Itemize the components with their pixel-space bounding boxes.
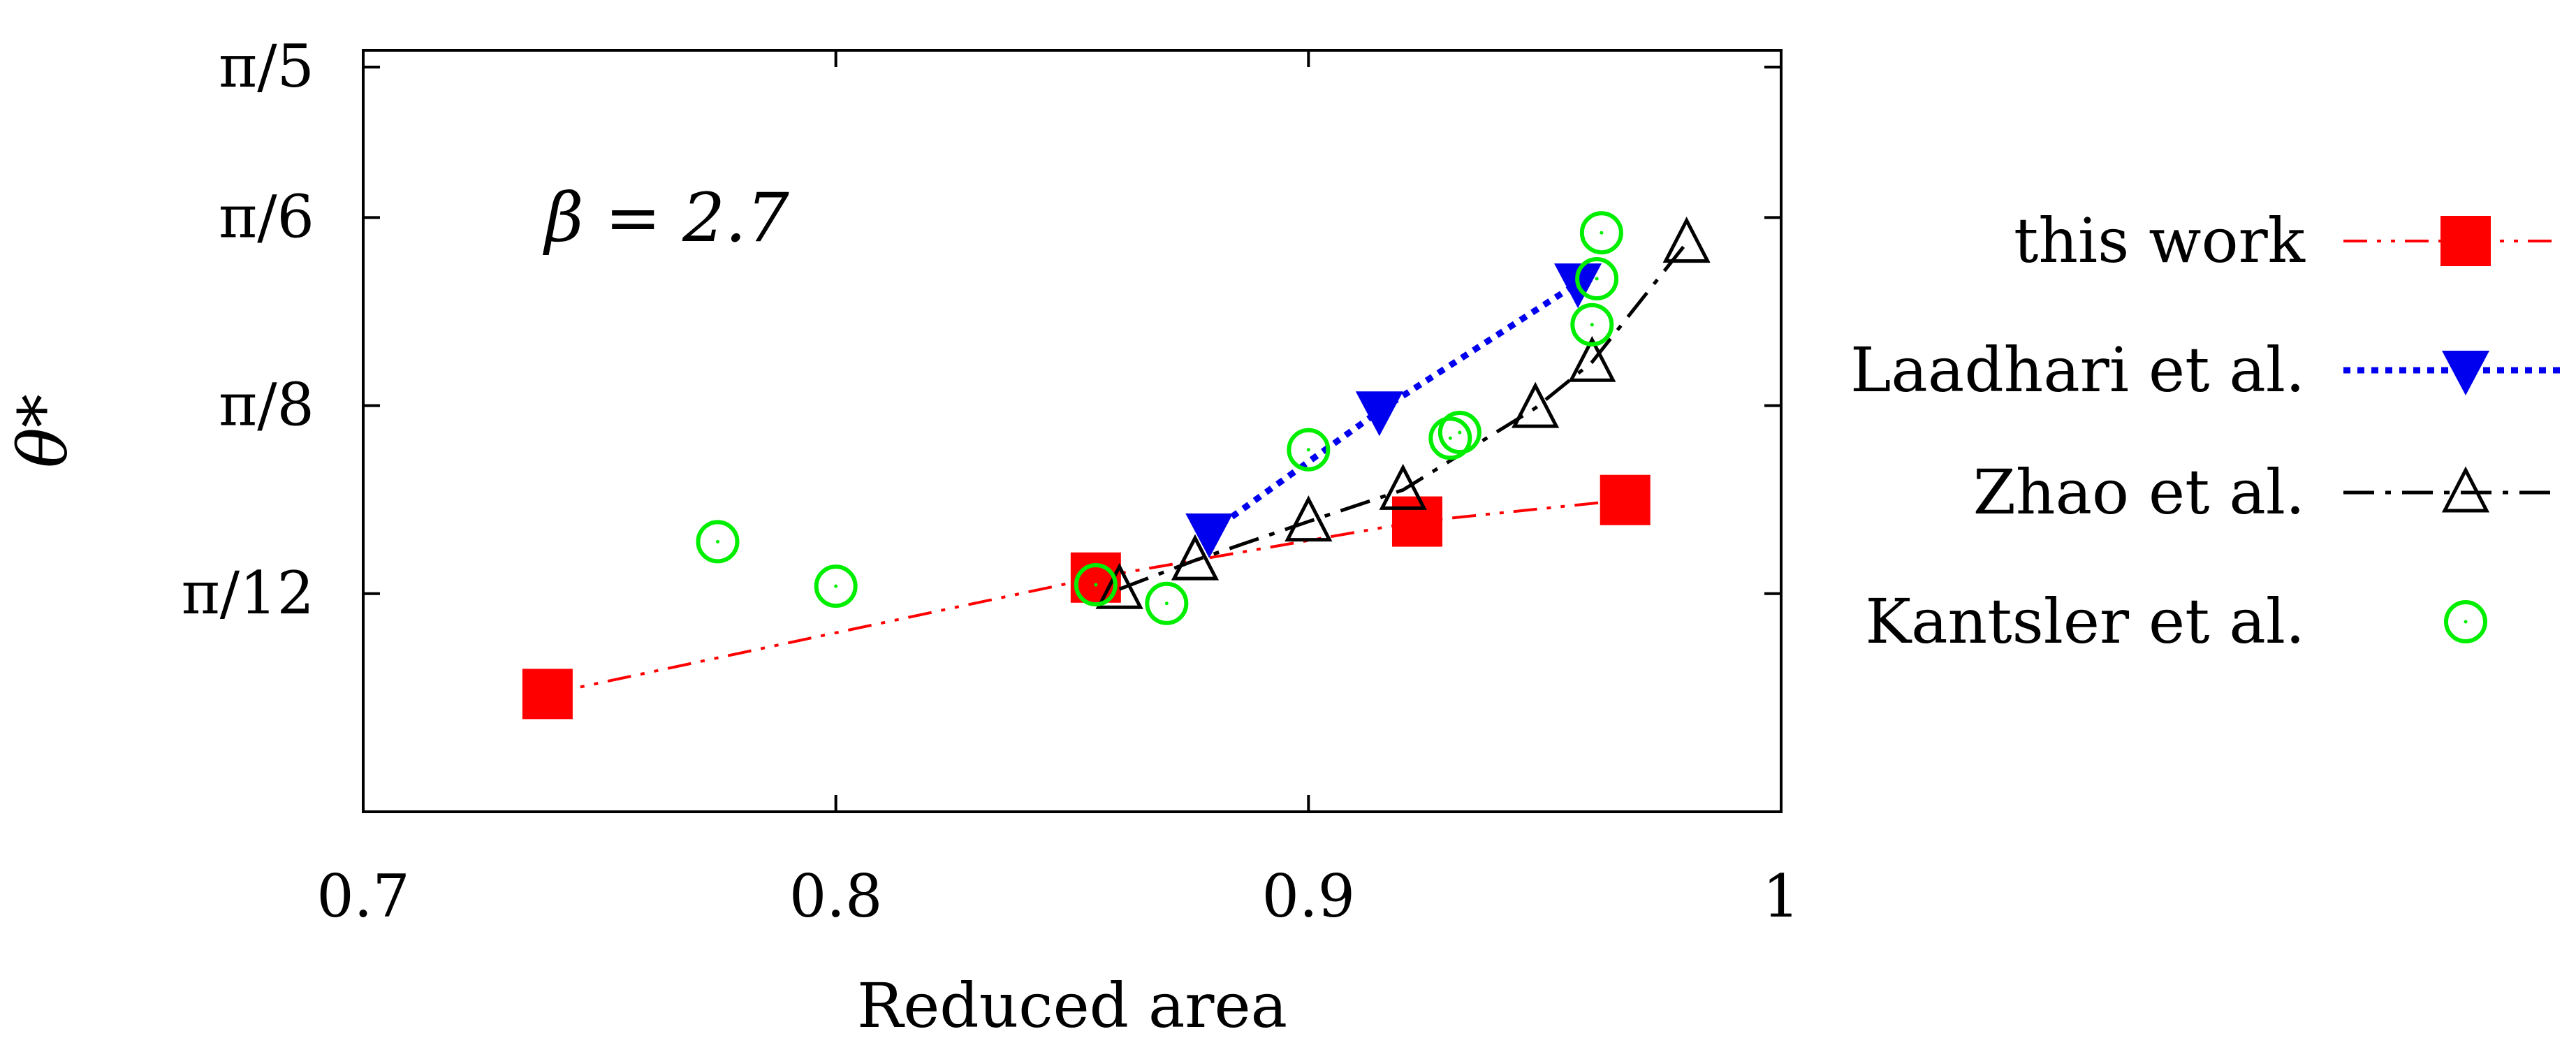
data-point [1575,257,1619,300]
tick-labels: 0.7 0.8 0.9 1 π/12 π/8 π/6 π/5 [182,32,1800,931]
data-point [1568,335,1616,382]
data-point [1570,302,1614,347]
legend-label: Laadhari et al. [1850,334,2305,406]
beta-annotation: β = 2.7 [543,179,789,257]
series-kantsler-et-al [696,211,1623,625]
legend-entry: Kantsler et al. [1865,585,2487,657]
y-tick-label: π/12 [182,559,314,627]
data-point-center [716,539,719,544]
x-tick-label: 0.9 [1262,862,1356,931]
data-point [1391,496,1442,547]
data-point [1171,534,1220,581]
data-point [1600,474,1651,525]
x-tick-label: 1 [1762,862,1799,931]
data-point [1428,416,1472,460]
data-point [1074,563,1118,607]
data-point-center [1094,583,1098,587]
data-point [1185,513,1234,559]
data-point-center [1458,430,1462,435]
data-point-center [1600,231,1604,235]
data-point [696,520,740,564]
legend-marker [2442,351,2489,395]
legend-marker [2440,216,2491,266]
legend-marker-center [2464,620,2468,624]
x-tick-label: 0.8 [789,862,883,931]
data-point [1379,463,1427,510]
data-point [1095,562,1143,609]
series-line [1118,242,1688,591]
series-laadhari-et-al [1185,263,1602,559]
legend-label: this work [2014,205,2306,277]
data-point [522,669,573,720]
data-point [1285,495,1333,542]
legend: this work Laadhari et al. Zhao et al. Kants… [1850,205,2560,657]
x-tick-label: 0.7 [316,862,410,931]
data-point-center [1595,277,1599,281]
data-point-center [1164,601,1169,606]
y-tick-label: π/5 [219,32,314,101]
x-axis-title: Reduced area [857,970,1287,1042]
data-point-center [1448,436,1452,440]
legend-label: Kantsler et al. [1865,585,2305,657]
legend-marker [2441,466,2490,513]
legend-entry: Zhao et al. [1973,456,2560,528]
series-line [1207,280,1580,536]
data-point [1437,411,1481,455]
legend-label: Zhao et al. [1973,456,2305,528]
data-point [814,564,858,608]
data-point [1662,217,1711,263]
series-line [547,498,1625,696]
plot-frame [362,49,1783,813]
data-point [1579,211,1623,255]
y-tick-label: π/6 [219,182,314,251]
y-tick-label: π/8 [219,371,314,439]
legend-entry: Laadhari et al. [1850,334,2560,406]
legend-entry: this work [2014,205,2560,277]
y-axis-title: θ* [4,394,82,468]
data-point [1355,391,1403,437]
data-point [1287,428,1331,472]
series-zhao-et-al [1095,217,1711,609]
tick-marks [362,50,1783,812]
data-point [1145,581,1189,625]
series-layer [522,211,1711,720]
series-this-work [522,474,1651,720]
data-point-center [834,584,838,588]
data-point [1512,381,1560,428]
data-point-center [1590,323,1594,327]
legend-marker [2444,600,2487,643]
data-point-center [1306,448,1310,452]
